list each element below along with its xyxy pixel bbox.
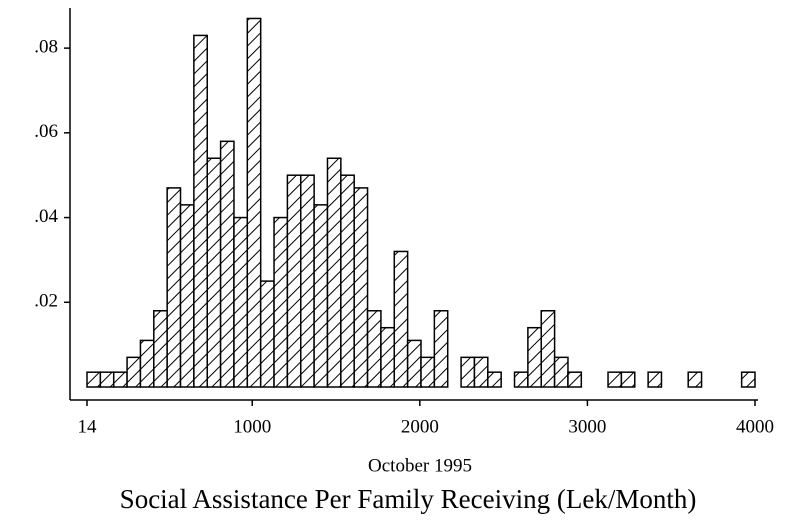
bar (179, 204, 195, 388)
bar (393, 250, 409, 388)
bar (206, 157, 222, 388)
x-tick-label: 1000 (233, 416, 271, 437)
bar (219, 140, 235, 388)
bar (740, 371, 756, 388)
x-tick-label: 3000 (568, 416, 606, 437)
bar (433, 310, 449, 388)
x-tick-label: 14 (78, 416, 98, 437)
x-tick-label: 2000 (401, 416, 439, 437)
chart-title: Social Assistance Per Family Receiving (… (120, 484, 697, 514)
bar (233, 216, 249, 388)
bar (460, 356, 476, 388)
bar (420, 356, 436, 388)
bar (607, 371, 623, 388)
bar (300, 174, 315, 388)
bar (99, 371, 115, 388)
bar (326, 157, 342, 388)
bar (513, 371, 529, 388)
bar (286, 174, 302, 388)
y-tick-label: .02 (34, 291, 58, 312)
bar (567, 371, 583, 388)
bar (473, 356, 489, 388)
bar (112, 371, 128, 388)
bar (139, 339, 155, 388)
bar (553, 356, 569, 388)
bar (166, 187, 182, 388)
bar (527, 326, 542, 388)
bar (259, 280, 275, 388)
y-tick-label: .08 (34, 36, 58, 57)
bar (406, 339, 422, 388)
bar (540, 310, 556, 388)
bar (353, 187, 369, 388)
bar (193, 34, 208, 388)
bar (246, 17, 262, 388)
bar (620, 371, 636, 388)
bar (273, 216, 289, 388)
bar (126, 356, 142, 388)
y-tick-label: .04 (34, 206, 58, 227)
bar (340, 174, 355, 388)
bar (380, 326, 396, 388)
y-tick-label: .06 (34, 121, 58, 142)
x-tick-label: 4000 (736, 416, 774, 437)
bar (86, 371, 102, 388)
bar (313, 204, 329, 388)
bar (153, 310, 168, 388)
bar (647, 371, 663, 388)
bar (366, 310, 382, 388)
bar (487, 371, 502, 388)
subtitle: October 1995 (368, 455, 472, 476)
bar (687, 371, 703, 388)
